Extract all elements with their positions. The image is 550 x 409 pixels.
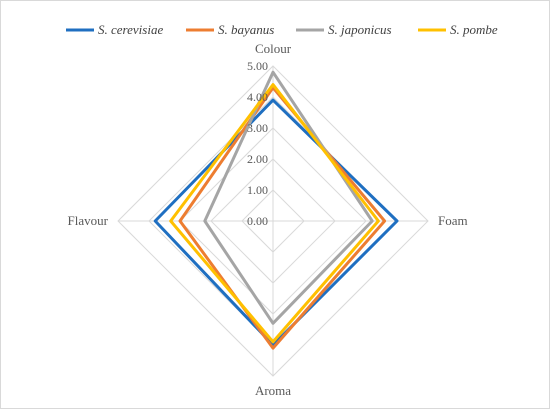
- tick-label: 5.00: [247, 59, 268, 73]
- legend-item-2: S. bayanus: [186, 22, 274, 37]
- radar-spokes: [118, 66, 428, 376]
- axis-labels: Colour Foam Aroma Flavour: [68, 41, 468, 398]
- tick-label: 2.00: [247, 152, 268, 166]
- series-line-1: [153, 98, 399, 347]
- tick-label: 0.00: [247, 214, 268, 228]
- legend-label: S. cerevisiae: [98, 22, 163, 37]
- axis-label-colour: Colour: [255, 41, 292, 56]
- tick-label: 4.00: [247, 90, 268, 104]
- legend-item-1: S. cerevisiae: [66, 22, 163, 37]
- legend-label: S. japonicus: [328, 22, 392, 37]
- axis-label-flavour: Flavour: [68, 213, 109, 228]
- series-line-4: [169, 83, 380, 344]
- legend: S. cerevisiae S. bayanus S. japonicus S. po…: [66, 22, 498, 37]
- tick-label: 1.00: [247, 183, 268, 197]
- legend-label: S. bayanus: [218, 22, 274, 37]
- tick-label: 3.00: [247, 121, 268, 135]
- legend-label: S. pombe: [450, 22, 498, 37]
- series-line-3: [203, 70, 374, 325]
- axis-label-foam: Foam: [438, 213, 468, 228]
- tick-labels: 0.00 1.00 2.00 3.00 4.00 5.00: [247, 59, 268, 228]
- axis-label-aroma: Aroma: [255, 383, 291, 398]
- series-line-2: [178, 86, 387, 350]
- series-group: [153, 70, 399, 350]
- legend-item-4: S. pombe: [418, 22, 498, 37]
- legend-item-3: S. japonicus: [296, 22, 392, 37]
